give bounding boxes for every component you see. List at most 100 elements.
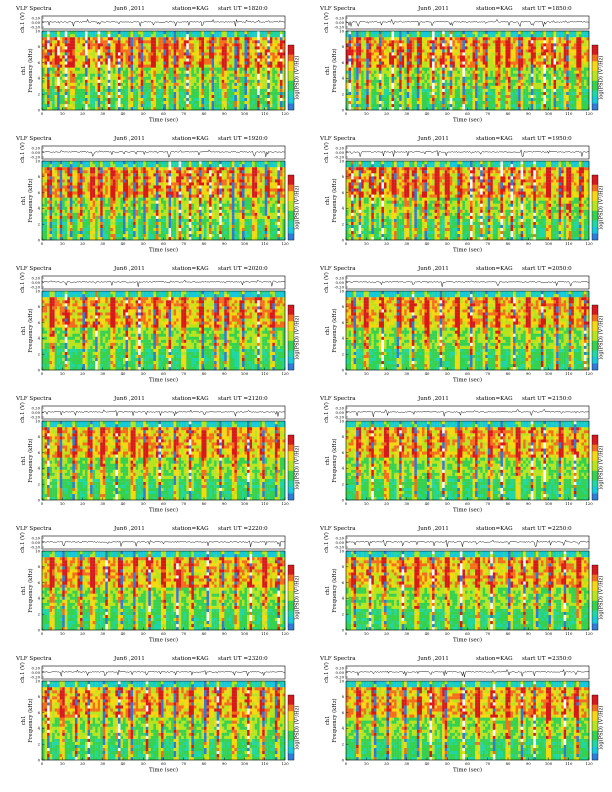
y-tick-label: 8 (38, 44, 41, 49)
waveform-tick-label: 0.00 (32, 20, 41, 25)
y-tick-label: 4 (38, 336, 41, 341)
y-tick-label: 0 (342, 627, 345, 632)
x-tick-label: 40 (121, 631, 126, 636)
x-tick-label: 40 (425, 501, 430, 506)
x-tick-label: 110 (565, 371, 573, 376)
panel-start-time: start UT =2350:0 (522, 656, 572, 662)
waveform-ylabel: ch.1 (V) (323, 532, 330, 553)
waveform-tick-label: 0.20 (32, 535, 41, 540)
y-tick-label: 10 (339, 548, 344, 553)
x-tick-label: 100 (241, 761, 249, 766)
y-tick-label: 6 (342, 580, 345, 585)
panel-title: VLF Spectra Jun6 ,2011 station=KAG start UT… (12, 266, 297, 275)
x-tick-label: 20 (80, 761, 85, 766)
x-tick-label: 40 (121, 111, 126, 116)
panel-date: Jun6 ,2011 (114, 656, 145, 662)
waveform-tick-label: -0.20 (30, 414, 40, 419)
y-tick-label: 4 (342, 726, 345, 731)
spectrogram-image (42, 31, 286, 111)
x-tick-label: 20 (384, 371, 389, 376)
y-tick-label: 4 (38, 466, 41, 471)
y-tick-label: 10 (35, 678, 40, 683)
waveform-tick-label: 0.20 (32, 665, 41, 670)
x-tick-label: 20 (384, 241, 389, 246)
panel-title-text: VLF Spectra (16, 396, 52, 402)
x-tick-label: 60 (161, 111, 166, 116)
x-tick-label: 20 (384, 501, 389, 506)
colorbar: log(PSD) (V²/Hz) (591, 694, 605, 761)
waveform-tick-label: 0.20 (336, 145, 345, 150)
panel-start-time: start UT =2150:0 (522, 396, 572, 402)
colorbar-label: log(PSD) (V²/Hz) (294, 446, 301, 490)
panel-start-time: start UT =2050:0 (522, 266, 572, 272)
panel-date: Jun6 ,2011 (114, 6, 145, 12)
waveform-strip: 0.200.00-0.20 ch.1 (V) (19, 12, 286, 33)
x-axis-label: Time (sec) (149, 507, 178, 514)
y-tick-label: 0 (342, 107, 345, 112)
x-tick-label: 20 (80, 631, 85, 636)
x-tick-label: 120 (585, 111, 593, 116)
x-tick-label: 70 (181, 761, 186, 766)
spectrogram-image (42, 551, 286, 631)
x-tick-label: 40 (121, 761, 126, 766)
x-tick-label: 100 (545, 501, 553, 506)
x-tick-label: 50 (445, 111, 450, 116)
x-tick-label: 120 (585, 761, 593, 766)
x-tick-label: 70 (485, 501, 490, 506)
panel-title-text: VLF Spectra (320, 656, 356, 662)
x-tick-label: 30 (404, 501, 409, 506)
spectrogram-image (346, 421, 590, 501)
channel-label: ch1 (21, 196, 27, 206)
waveform-ylabel: ch.1 (V) (323, 402, 330, 423)
y-tick-label: 0 (38, 627, 41, 632)
y-tick-label: 2 (342, 742, 345, 747)
x-tick-label: 110 (565, 631, 573, 636)
y-tick-label: 4 (342, 336, 345, 341)
y-tick-label: 8 (342, 174, 345, 179)
waveform-ylabel: ch.1 (V) (323, 12, 330, 33)
spectrogram-image (346, 161, 590, 241)
panel-start-time: start UT =1820:0 (218, 6, 268, 12)
panel-title: VLF Spectra Jun6 ,2011 station=KAG start UT… (316, 266, 601, 275)
panel-station: station=KAG (172, 6, 209, 12)
x-tick-label: 120 (281, 111, 289, 116)
x-tick-label: 70 (181, 501, 186, 506)
x-tick-label: 10 (60, 501, 65, 506)
x-tick-label: 60 (465, 631, 470, 636)
waveform-tick-label: 0.00 (32, 540, 41, 545)
x-tick-label: 70 (181, 111, 186, 116)
y-tick-label: 4 (342, 206, 345, 211)
spectrogram-panel: VLF Spectra Jun6 ,2011 station=KAG start UT… (308, 136, 605, 262)
y-tick-label: 10 (35, 28, 40, 33)
x-tick-label: 60 (161, 631, 166, 636)
panel-title-text: VLF Spectra (16, 656, 52, 662)
x-tick-label: 90 (222, 631, 227, 636)
x-tick-label: 20 (384, 631, 389, 636)
waveform-tick-label: -0.20 (30, 674, 40, 679)
y-tick-label: 10 (35, 158, 40, 163)
spectrogram-panel: VLF Spectra Jun6 ,2011 station=KAG start UT… (308, 526, 605, 652)
panel-title: VLF Spectra Jun6 ,2011 station=KAG start UT… (316, 6, 601, 15)
x-tick-label: 110 (261, 241, 269, 246)
colorbar: log(PSD) (V²/Hz) (287, 174, 301, 241)
x-tick-label: 90 (222, 501, 227, 506)
panel-date: Jun6 ,2011 (418, 656, 449, 662)
y-tick-label: 2 (342, 612, 345, 617)
waveform-tick-label: 0.00 (336, 150, 345, 155)
spectrogram-panel: VLF Spectra Jun6 ,2011 station=KAG start UT… (4, 396, 301, 522)
y-tick-label: 2 (38, 742, 41, 747)
y-tick-label: 6 (342, 450, 345, 455)
y-tick-label: 10 (35, 288, 40, 293)
x-axis-label: Time (sec) (149, 377, 178, 384)
x-axis-label: Time (sec) (453, 507, 482, 514)
x-tick-label: 30 (404, 371, 409, 376)
waveform-strip: 0.200.00-0.20 ch.1 (V) (323, 12, 590, 33)
channel-label: ch1 (21, 326, 27, 336)
spectrogram-image (42, 161, 286, 241)
y-axis-label: Frequency (kHz) (27, 308, 34, 352)
panel-title: VLF Spectra Jun6 ,2011 station=KAG start UT… (12, 656, 297, 665)
waveform-strip: 0.200.00-0.20 ch.1 (V) (323, 402, 590, 423)
colorbar-label: log(PSD) (V²/Hz) (294, 706, 301, 750)
panel-title-text: VLF Spectra (16, 526, 52, 532)
waveform-tick-label: 0.00 (336, 670, 345, 675)
